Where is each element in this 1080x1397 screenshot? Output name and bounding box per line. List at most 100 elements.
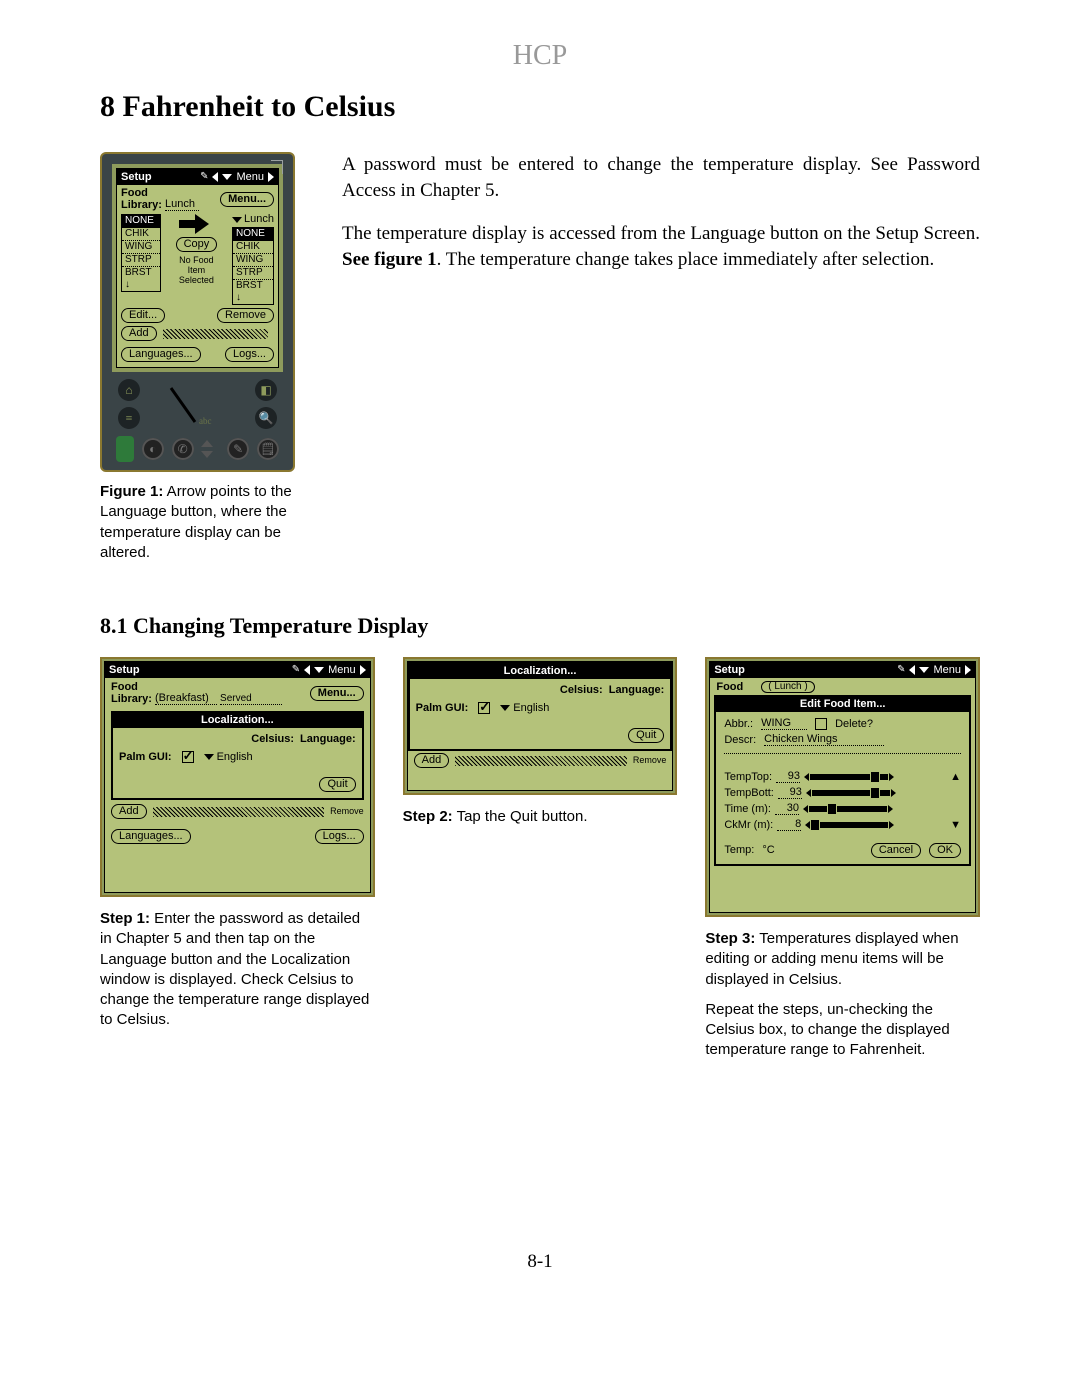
- temp-label: Temp:: [724, 845, 754, 856]
- step-3-extra: Repeat the steps, un-checking the Celsiu…: [705, 1000, 980, 1061]
- dropdown-icon[interactable]: [314, 667, 324, 673]
- hw-btn-4[interactable]: 🗒: [257, 438, 279, 460]
- delete-label: Delete?: [835, 719, 873, 730]
- localization-title: Localization...: [410, 664, 671, 679]
- figure-1-screen: Setup ✎ Menu Food: [116, 168, 279, 368]
- menu-label[interactable]: Menu: [933, 665, 961, 676]
- ckmr-slider[interactable]: [805, 820, 894, 830]
- titlebar-title: Setup: [714, 665, 745, 676]
- library-value[interactable]: Lunch: [165, 199, 199, 211]
- nav-left-icon[interactable]: [909, 665, 915, 675]
- tempbott-label: TempBott:: [724, 788, 774, 799]
- celsius-checkbox[interactable]: [478, 702, 490, 714]
- add-button[interactable]: Add: [414, 753, 450, 768]
- intro-text: A password must be entered to change the…: [342, 152, 980, 563]
- food-label: Food: [716, 682, 743, 693]
- lang-dd-icon[interactable]: [500, 705, 510, 711]
- nav-left-icon[interactable]: [304, 665, 310, 675]
- nav-left-icon[interactable]: [212, 172, 218, 182]
- ckmr-value[interactable]: 8: [777, 819, 801, 831]
- temptop-value[interactable]: 93: [776, 771, 800, 783]
- hw-btn-1[interactable]: ◐: [142, 438, 164, 460]
- menu-label[interactable]: Menu: [328, 665, 356, 676]
- palmgui-label: Palm GUI:: [119, 752, 172, 763]
- section-8-1-title: 8.1 Changing Temperature Display: [100, 613, 980, 639]
- dropdown-icon[interactable]: [919, 667, 929, 673]
- remove-ghost: Remove: [330, 807, 364, 816]
- add-button[interactable]: Add: [111, 804, 147, 819]
- page-number: 8-1: [100, 1251, 980, 1273]
- language-value[interactable]: English: [513, 703, 549, 714]
- remove-button[interactable]: Remove: [217, 308, 274, 323]
- nav-right-icon[interactable]: [268, 172, 274, 182]
- step-1-screen: Setup ✎ Menu Food Library:: [104, 661, 371, 893]
- language-value[interactable]: English: [217, 752, 253, 763]
- languages-button[interactable]: Languages...: [121, 347, 201, 362]
- copy-button[interactable]: Copy: [176, 237, 218, 252]
- language-header: Language:: [300, 734, 356, 745]
- hardware-buttons: ◐ ✆ ✎ 🗒: [112, 436, 283, 462]
- edit-button[interactable]: Edit...: [121, 308, 165, 323]
- silk-menu-icon[interactable]: ≡: [118, 407, 140, 429]
- step-2-caption: Step 2: Tap the Quit button.: [403, 807, 678, 827]
- lunch-pill[interactable]: ( Lunch ): [761, 681, 814, 693]
- language-header: Language:: [609, 685, 665, 696]
- dropdown-icon[interactable]: [222, 174, 232, 180]
- titlebar-title: Setup: [109, 665, 140, 676]
- ckmr-label: CkMr (m):: [724, 820, 773, 831]
- lunch-dd[interactable]: Lunch: [244, 214, 274, 225]
- page-title: 8 Fahrenheit to Celsius: [100, 90, 980, 124]
- temptop-label: TempTop:: [724, 772, 772, 783]
- silk-home-icon[interactable]: ⌂: [118, 379, 140, 401]
- graffiti-area[interactable]: abc: [163, 380, 233, 428]
- abbr-value[interactable]: WING: [761, 718, 807, 730]
- hw-btn-3[interactable]: ✎: [227, 438, 249, 460]
- descr-label: Descr:: [724, 735, 756, 746]
- temptop-slider[interactable]: [804, 772, 894, 782]
- silk-calc-icon[interactable]: ◧: [255, 379, 277, 401]
- time-label: Time (m):: [724, 804, 771, 815]
- add-button[interactable]: Add: [121, 326, 157, 341]
- scroll-up-icon[interactable]: [201, 440, 213, 447]
- pda-device: Setup ✎ Menu Food: [100, 152, 295, 472]
- menu-label[interactable]: Menu: [236, 172, 264, 183]
- time-slider[interactable]: [803, 804, 893, 814]
- descr-value[interactable]: Chicken Wings: [764, 734, 884, 746]
- step-3-screen: Setup ✎ Menu Food ( Lunch ) Edit Food It…: [709, 661, 976, 913]
- quit-button[interactable]: Quit: [319, 777, 355, 792]
- tempbott-value[interactable]: 93: [778, 787, 802, 799]
- food-list-left[interactable]: NONE CHIK WING STRP BRST ↓: [121, 214, 161, 292]
- cancel-button[interactable]: Cancel: [871, 843, 921, 858]
- edit-food-title: Edit Food Item...: [716, 697, 969, 712]
- logs-button[interactable]: Logs...: [315, 829, 364, 844]
- celsius-header: Celsius:: [560, 685, 603, 696]
- scroll-down-icon[interactable]: [201, 451, 213, 458]
- quit-button[interactable]: Quit: [628, 728, 664, 743]
- ok-button[interactable]: OK: [929, 843, 961, 858]
- time-value[interactable]: 30: [775, 803, 799, 815]
- celsius-checkbox[interactable]: [182, 751, 194, 763]
- intro-p1: A password must be entered to change the…: [342, 152, 980, 203]
- silk-find-icon[interactable]: 🔍: [255, 407, 277, 429]
- hw-btn-2[interactable]: ✆: [172, 438, 194, 460]
- celsius-header: Celsius:: [251, 734, 294, 745]
- menu-button[interactable]: Menu...: [310, 686, 364, 701]
- step-3-col: Setup ✎ Menu Food ( Lunch ) Edit Food It…: [705, 657, 980, 1071]
- food-list-right[interactable]: NONE CHIK WING STRP BRST ↓: [232, 227, 274, 305]
- nav-right-icon[interactable]: [965, 665, 971, 675]
- power-button[interactable]: [116, 436, 134, 462]
- languages-button[interactable]: Languages...: [111, 829, 191, 844]
- header-brand: HCP: [100, 40, 980, 72]
- logs-button[interactable]: Logs...: [225, 347, 274, 362]
- step-1-col: Setup ✎ Menu Food Library:: [100, 657, 375, 1071]
- library-selector[interactable]: (Breakfast): [155, 693, 217, 705]
- scroll-up-icon[interactable]: ▲: [950, 772, 961, 783]
- scroll-down-icon[interactable]: ▼: [950, 820, 961, 831]
- menu-button[interactable]: Menu...: [220, 192, 274, 207]
- delete-checkbox[interactable]: [815, 718, 827, 730]
- nav-right-icon[interactable]: [360, 665, 366, 675]
- lang-dd-icon[interactable]: [204, 754, 214, 760]
- titlebar: Setup ✎ Menu: [117, 169, 278, 185]
- tempbott-slider[interactable]: [806, 788, 896, 798]
- step-1-caption: Step 1: Enter the password as detailed i…: [100, 909, 375, 1031]
